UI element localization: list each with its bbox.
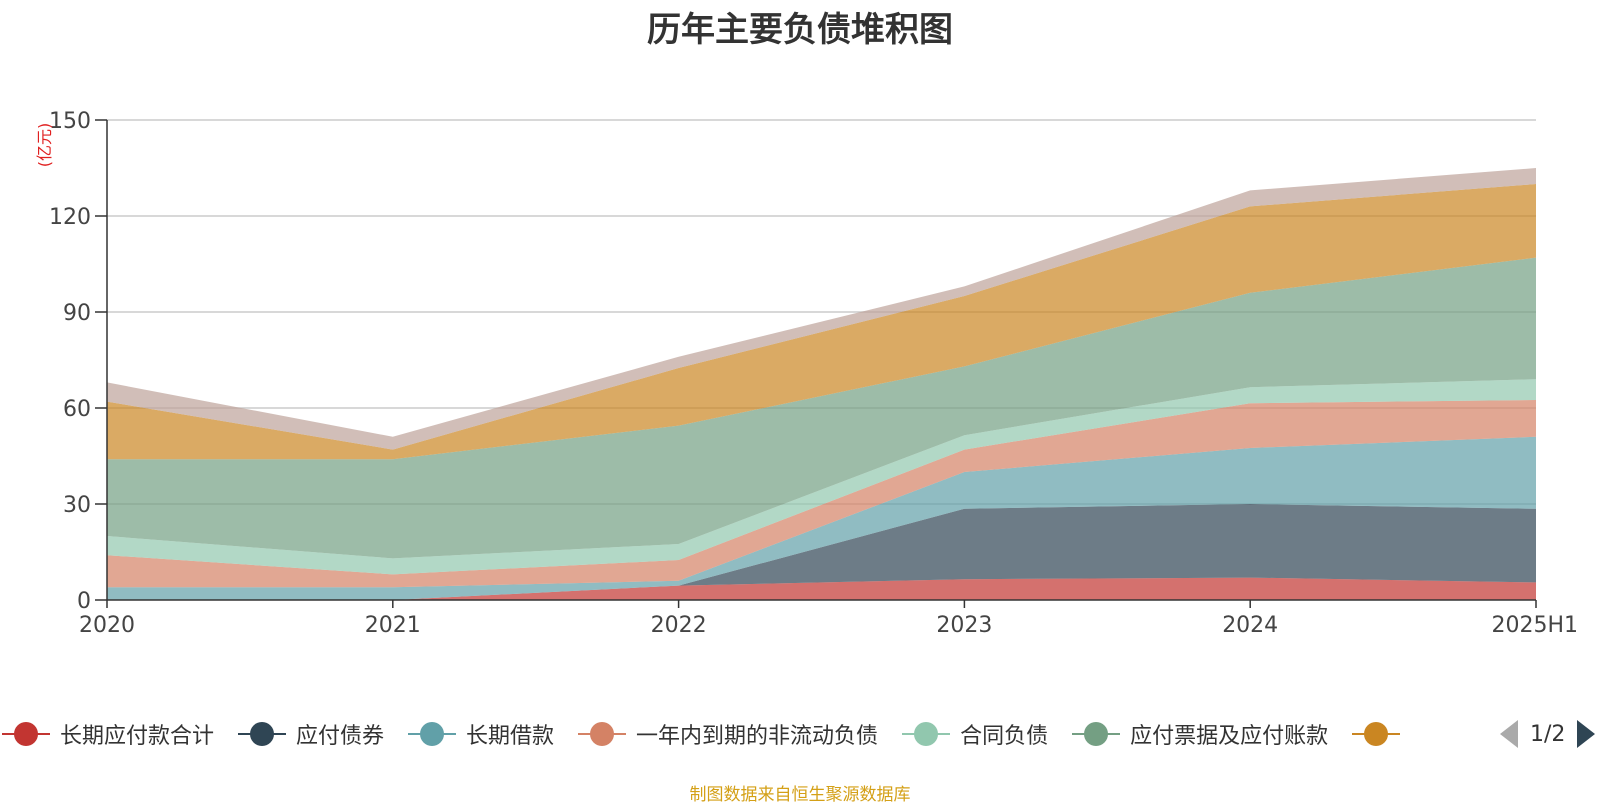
area-series-1 — [107, 504, 1536, 600]
y-tick-label: 60 — [63, 397, 91, 422]
y-axis-unit-label: (亿元) — [35, 123, 54, 168]
legend-label: 应付票据及应付账款 — [1130, 724, 1329, 749]
legend: 长期应付款合计 应付债券 长期借款 一年内到期的非流动负债 合同负债 应付票据及应付账款 — [0, 716, 1600, 752]
area-series-7 — [107, 168, 1536, 450]
x-tick-label: 2021 — [365, 613, 421, 638]
source-note: 制图数据来自恒生聚源数据库 — [689, 785, 911, 805]
legend-marker-icon — [236, 722, 288, 746]
legend-marker-icon — [1070, 722, 1122, 746]
legend-item[interactable] — [1350, 722, 1410, 746]
y-tick-label: 120 — [49, 205, 91, 230]
area-series — [107, 168, 1536, 600]
x-tick-label: 2022 — [651, 613, 707, 638]
legend-next-page-button[interactable] — [1577, 720, 1596, 748]
legend-label: 一年内到期的非流动负债 — [636, 724, 879, 749]
legend-pager: 1/2 — [1500, 716, 1596, 752]
area-series-4 — [107, 379, 1536, 575]
x-tick-label: 2025H1 — [1491, 613, 1578, 638]
legend-item[interactable]: 应付债券 — [236, 718, 384, 750]
area-series-5 — [107, 257, 1536, 559]
area-series-2 — [107, 436, 1536, 600]
legend-prev-page-button[interactable] — [1500, 720, 1518, 748]
area-series-0 — [107, 577, 1536, 600]
legend-item[interactable]: 应付票据及应付账款 — [1070, 718, 1328, 750]
legend-marker-icon — [576, 722, 628, 746]
legend-label: 长期借款 — [466, 724, 555, 749]
y-tick-label: 0 — [77, 589, 91, 614]
legend-label: 长期应付款合计 — [60, 724, 215, 749]
legend-marker-icon — [900, 722, 952, 746]
y-tick-label: 150 — [49, 109, 91, 134]
legend-marker-icon — [406, 722, 458, 746]
x-tick-label: 2024 — [1222, 613, 1278, 638]
legend-item[interactable]: 合同负债 — [900, 718, 1048, 750]
legend-item[interactable]: 长期借款 — [406, 718, 554, 750]
legend-marker-icon — [1350, 722, 1402, 746]
chart-title: 历年主要负债堆积图 — [647, 10, 953, 50]
axes: 0 30 60 90 120 150 2020 2021 2022 2023 2024 2025H1 — [49, 109, 1578, 638]
legend-marker-icon — [0, 722, 52, 746]
legend-item[interactable]: 一年内到期的非流动负债 — [576, 718, 878, 750]
legend-page-indicator: 1/2 — [1530, 721, 1566, 747]
x-tick-label: 2023 — [936, 613, 992, 638]
area-series-3 — [107, 400, 1536, 588]
x-tick-label: 2020 — [79, 613, 135, 638]
legend-label: 合同负债 — [960, 724, 1049, 749]
legend-label: 应付债券 — [296, 724, 385, 749]
legend-item[interactable]: 长期应付款合计 — [0, 718, 214, 750]
y-tick-label: 30 — [63, 493, 91, 518]
y-tick-label: 90 — [63, 301, 91, 326]
area-series-6 — [107, 184, 1536, 460]
